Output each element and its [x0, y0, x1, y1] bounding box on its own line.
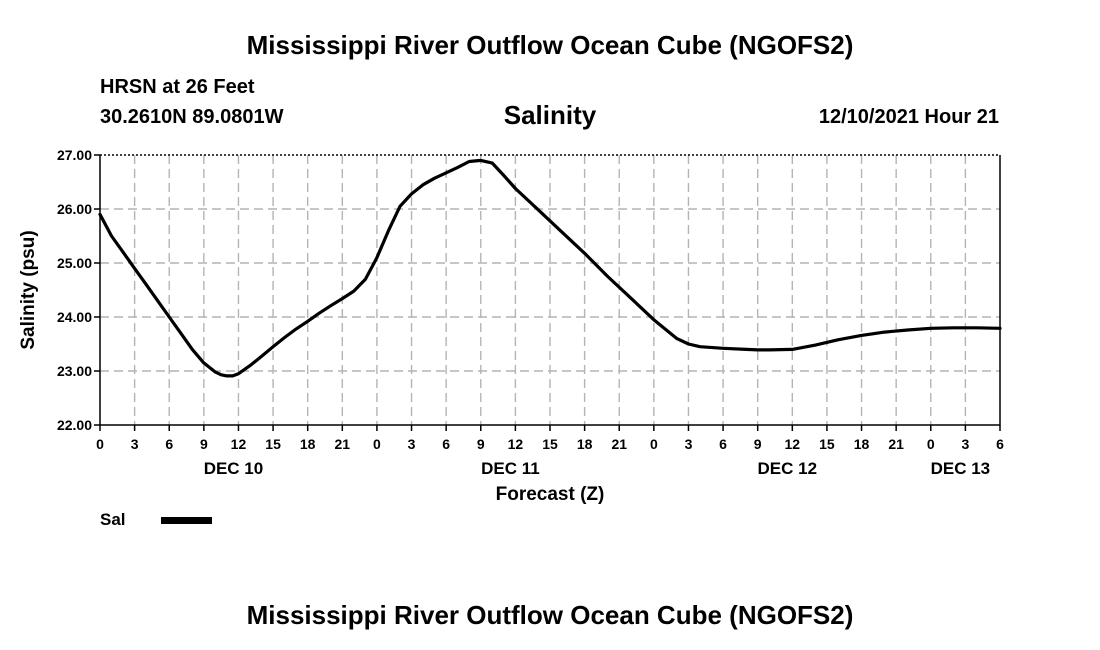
x-tick-label: 21	[611, 436, 627, 452]
legend-label: Sal	[100, 510, 126, 529]
x-tick-label: 0	[927, 436, 935, 452]
grid	[100, 155, 1000, 425]
x-tick-label: 6	[996, 436, 1004, 452]
x-tick-label: 15	[542, 436, 558, 452]
y-axis-title: Salinity (psu)	[18, 230, 39, 349]
station-coordinates: 30.2610N 89.0801W	[100, 106, 284, 128]
x-tick-label: 18	[854, 436, 870, 452]
x-tick-label: 6	[165, 436, 173, 452]
series-layer	[98, 158, 1002, 378]
legend-swatch	[161, 517, 212, 524]
station-name: HRSN at 26 Feet	[100, 76, 255, 98]
x-tick-label: 18	[577, 436, 593, 452]
x-tick-label: 9	[477, 436, 485, 452]
x-tick-label: 12	[508, 436, 524, 452]
x-tick-label: 15	[265, 436, 281, 452]
y-tick-label: 22.00	[57, 417, 92, 433]
x-tick-label: 9	[200, 436, 208, 452]
x-tick-label: 6	[442, 436, 450, 452]
y-tick-label: 26.00	[57, 201, 92, 217]
y-tick-label: 23.00	[57, 363, 92, 379]
x-tick-label: 9	[754, 436, 762, 452]
day-label: DEC 10	[204, 459, 264, 478]
x-tick-label: 21	[335, 436, 351, 452]
x-tick-label: 3	[408, 436, 416, 452]
x-tick-label: 0	[650, 436, 658, 452]
x-tick-label: 6	[719, 436, 727, 452]
x-tick-label: 3	[131, 436, 139, 452]
y-tick-label: 25.00	[57, 255, 92, 271]
x-axis-title: Forecast (Z)	[496, 484, 605, 505]
y-tick-label: 27.00	[57, 147, 92, 163]
main-title: Mississippi River Outflow Ocean Cube (NG…	[246, 30, 854, 60]
x-tick-label: 21	[888, 436, 904, 452]
x-tick-label: 12	[785, 436, 801, 452]
salinity-series-line	[98, 158, 1002, 378]
chart-subtitle: Salinity	[503, 100, 597, 130]
x-tick-label: 15	[819, 436, 835, 452]
footer-title: Mississippi River Outflow Ocean Cube (NG…	[246, 600, 854, 630]
day-label: DEC 12	[758, 459, 818, 478]
day-label: DEC 13	[931, 459, 991, 478]
x-tick-label: 0	[373, 436, 381, 452]
x-tick-label: 3	[961, 436, 969, 452]
axes: 22.00 23.00 24.00 25.00 26.00 27.00 0 3 6 9 12 15 18…	[18, 147, 1004, 505]
x-tick-label: 3	[685, 436, 693, 452]
x-tick-label: 18	[300, 436, 316, 452]
x-tick-label: 12	[231, 436, 247, 452]
x-tick-label: 0	[96, 436, 104, 452]
day-label: DEC 11	[481, 459, 540, 478]
y-tick-label: 24.00	[57, 309, 92, 325]
forecast-datetime: 12/10/2021 Hour 21	[818, 106, 999, 128]
